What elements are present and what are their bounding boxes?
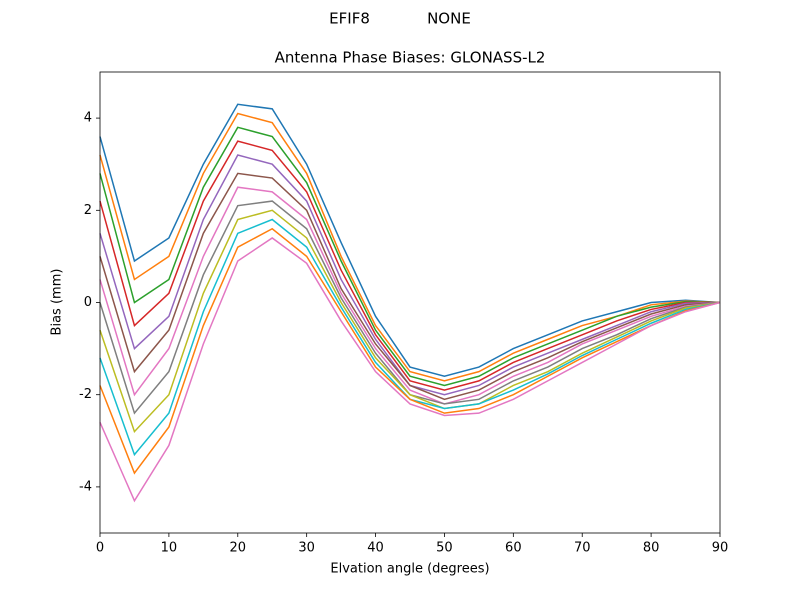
x-tick-label: 50 <box>436 541 453 556</box>
x-tick-label: 90 <box>712 541 729 556</box>
x-tick-label: 40 <box>367 541 384 556</box>
x-tick-label: 20 <box>230 541 247 556</box>
series-line <box>99 126 721 387</box>
x-tick-label: 0 <box>96 541 104 556</box>
y-tick-label: 0 <box>84 295 92 310</box>
y-tick-label: 4 <box>84 111 92 126</box>
x-tick-label: 10 <box>161 541 178 556</box>
suptitle: EFIF8 NONE <box>329 10 471 28</box>
x-axis-label: Elvation angle (degrees) <box>330 562 489 577</box>
series-line <box>99 154 721 396</box>
x-tick-label: 80 <box>643 541 660 556</box>
series-line <box>99 209 721 434</box>
series-line <box>99 103 721 378</box>
plot-area <box>99 103 721 503</box>
y-axis-label: Bias (mm) <box>50 269 65 336</box>
y-tick-label: -2 <box>79 387 92 402</box>
series-line <box>99 172 721 401</box>
series-line <box>99 186 721 405</box>
series-line <box>99 140 720 391</box>
chart-title: Antenna Phase Biases: GLONASS-L2 <box>275 49 546 67</box>
series-line <box>99 237 721 503</box>
x-tick-label: 70 <box>574 541 591 556</box>
y-tick-label: 2 <box>84 203 92 218</box>
x-tick-label: 30 <box>298 541 315 556</box>
x-tick-label: 60 <box>505 541 522 556</box>
series-line <box>99 227 721 475</box>
y-tick-label: -4 <box>79 479 92 494</box>
